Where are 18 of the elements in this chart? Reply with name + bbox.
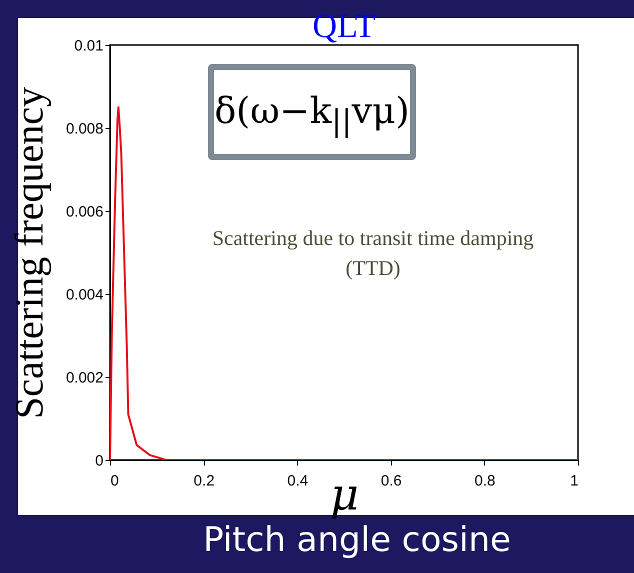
annotation: δ(ω−k$_{||}$vμ) [208,64,416,160]
annotation: Scattering due to transit time damping (TTD) [211,225,535,282]
y-tick-label: 0.01 [74,38,104,54]
y-tick-label: 0 [95,452,104,470]
x-tick-label: 0.4 [287,472,308,490]
chart-title: QLT [312,8,376,45]
y-tick-label: 0.004 [66,286,104,304]
y-tick-label: 0.008 [66,120,104,138]
y-axis-title: Scattering frequency [6,86,52,420]
x-tick-label: 0.2 [194,472,215,490]
x-tick-label: 0.8 [474,472,496,490]
text: Pitch angle cosine [202,520,512,560]
x-tick-label: 1 [570,472,578,490]
y-tick-label: 0.006 [66,204,104,220]
y-tick-label: 0.002 [66,370,104,386]
x-tick-label: 0 [110,472,119,490]
x-axis-title: μ [330,470,359,520]
x-tick-label: 0.6 [380,472,402,490]
